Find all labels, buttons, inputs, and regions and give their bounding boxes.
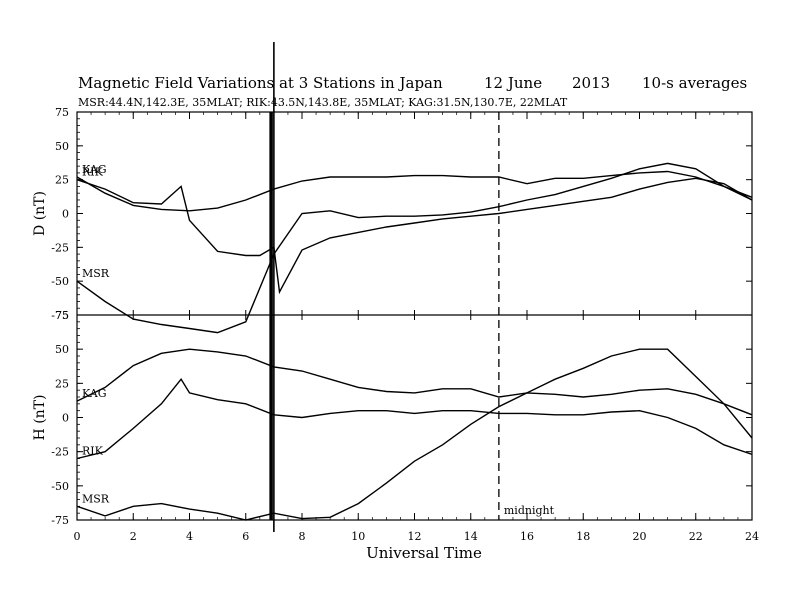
xtick-label: 6	[242, 530, 249, 543]
xtick-label: 16	[520, 530, 534, 543]
ytick-label-d: -50	[51, 275, 69, 288]
xtick-label: 8	[299, 530, 306, 543]
chart-date: 12 June	[484, 74, 542, 92]
series-line-d-rik	[76, 177, 753, 295]
ytick-label-h: 50	[55, 343, 69, 356]
y-axis-label-d: D (nT)	[32, 191, 48, 236]
ytick-label-d: 75	[55, 106, 69, 119]
chart-averaging: 10-s averages	[642, 74, 747, 92]
xtick-label: 4	[186, 530, 193, 543]
x-axis-label: Universal Time	[366, 544, 482, 562]
chart-title: Magnetic Field Variations at 3 Stations …	[78, 74, 443, 92]
series-label-d-rik: RIK	[82, 166, 104, 179]
series-label-d-msr: MSR	[82, 267, 110, 280]
series-line-h-rik	[76, 377, 753, 460]
ytick-label-d: 25	[55, 174, 69, 187]
series-label-h-kag: KAG	[82, 387, 107, 400]
ytick-label-d: -75	[51, 309, 69, 322]
chart-stations: MSR:44.4N,142.3E, 35MLAT; RIK:43.5N,143.…	[78, 96, 568, 109]
xtick-label: 24	[745, 530, 759, 543]
xtick-label: 20	[633, 530, 647, 543]
y-axis-label-h: H (nT)	[32, 395, 48, 441]
series-label-h-rik: RIK	[82, 445, 104, 458]
event-spike-band	[269, 112, 273, 520]
series-label-d-kag: KAG	[82, 163, 107, 176]
ytick-label-h: -50	[51, 480, 69, 493]
series-line-d-msr	[76, 162, 753, 334]
xtick-label: 18	[576, 530, 590, 543]
xtick-label: 2	[130, 530, 137, 543]
ytick-label-h: 75	[55, 309, 69, 322]
series-line-h-msr	[76, 348, 753, 521]
xtick-label: 14	[464, 530, 478, 543]
series-label-h-msr: MSR	[82, 492, 110, 505]
xtick-label: 12	[408, 530, 422, 543]
series-line-h-kag	[76, 348, 753, 416]
ytick-label-h: -75	[51, 514, 69, 527]
xtick-label: 10	[351, 530, 365, 543]
series-line-d-kag	[76, 170, 753, 212]
midnight-label: midnight	[504, 504, 555, 517]
ytick-label-h: -25	[51, 446, 69, 459]
xtick-label: 0	[74, 530, 81, 543]
ytick-label-d: 0	[62, 208, 69, 221]
ytick-label-h: 25	[55, 377, 69, 390]
chart-year: 2013	[572, 74, 610, 92]
xtick-label: 22	[689, 530, 703, 543]
ytick-label-d: 50	[55, 140, 69, 153]
ytick-label-h: 0	[62, 412, 69, 425]
ytick-label-d: -25	[51, 241, 69, 254]
